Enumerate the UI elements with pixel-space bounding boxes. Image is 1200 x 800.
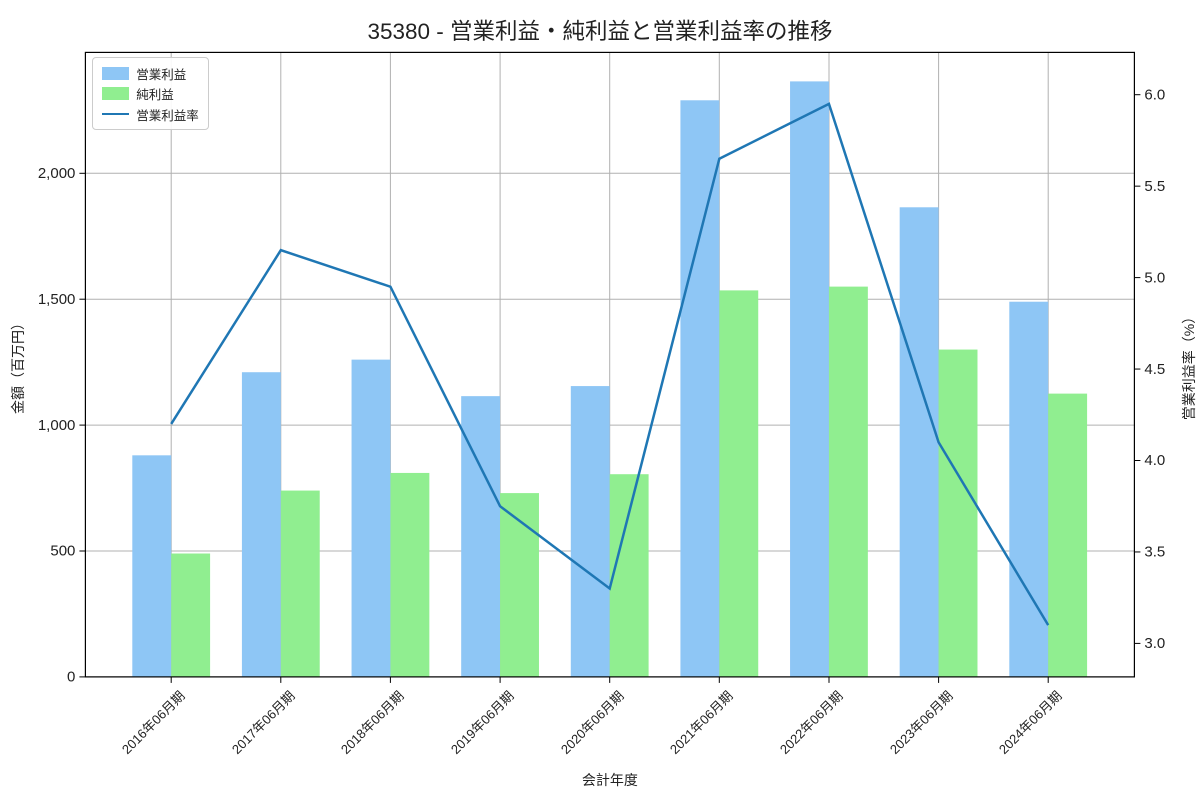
svg-text:2,000: 2,000 xyxy=(38,165,76,182)
svg-text:3.0: 3.0 xyxy=(1144,635,1165,652)
svg-text:3.5: 3.5 xyxy=(1144,544,1165,561)
svg-text:1,500: 1,500 xyxy=(38,291,76,308)
svg-text:1,000: 1,000 xyxy=(38,417,76,434)
svg-text:5.5: 5.5 xyxy=(1144,178,1165,195)
svg-text:4.0: 4.0 xyxy=(1144,452,1165,469)
svg-text:4.5: 4.5 xyxy=(1144,361,1165,378)
svg-text:5.0: 5.0 xyxy=(1144,269,1165,286)
svg-text:500: 500 xyxy=(50,543,75,560)
svg-text:6.0: 6.0 xyxy=(1144,86,1165,103)
svg-text:0: 0 xyxy=(67,669,75,686)
